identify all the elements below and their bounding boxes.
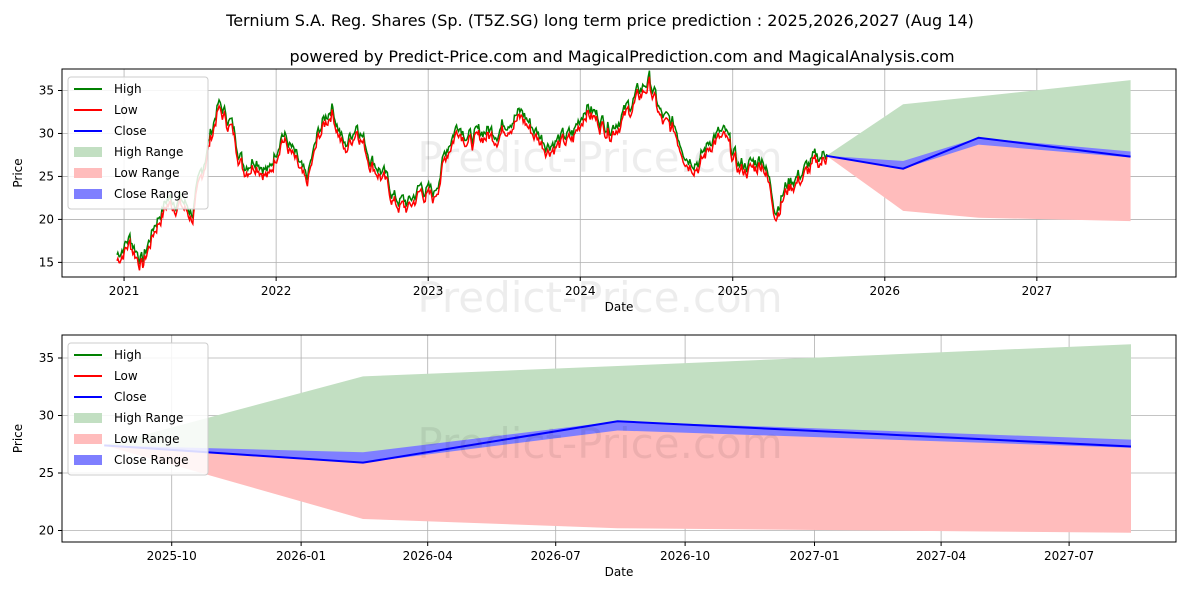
close-forecast-line <box>104 420 1132 464</box>
legend-swatch-high-range <box>74 413 102 423</box>
y-axis-label: Price <box>11 158 25 187</box>
legend-swatch-close-range <box>74 455 102 465</box>
y-tick-label: 20 <box>39 524 54 538</box>
legend-label: Close Range <box>114 453 189 467</box>
y-axis-label: Price <box>11 424 25 453</box>
legend-label: High <box>114 82 142 96</box>
y-tick-label: 15 <box>39 255 54 269</box>
legend-label: Low <box>114 369 138 383</box>
legend-label: Close <box>114 390 147 404</box>
low-history-line <box>116 76 828 271</box>
y-tick-label: 30 <box>39 409 54 423</box>
legend-label: Low <box>114 103 138 117</box>
x-tick-label: 2025 <box>717 284 748 298</box>
legend-label: High Range <box>114 145 183 159</box>
x-tick-label: 2022 <box>261 284 292 298</box>
legend-label: Close <box>114 124 147 138</box>
close-forecast-line <box>826 136 1131 170</box>
chart-subtitle: powered by Predict-Price.com and Magical… <box>289 47 954 66</box>
low-range-area <box>104 421 1131 533</box>
x-tick-label: 2025-10 <box>147 549 197 563</box>
legend-swatch-high-range <box>74 147 102 157</box>
x-tick-label: 2026-10 <box>660 549 710 563</box>
legend-box <box>67 76 209 210</box>
x-tick-label: 2026-01 <box>276 549 326 563</box>
x-tick-label: 2023 <box>413 284 444 298</box>
x-tick-label: 2021 <box>109 284 140 298</box>
y-tick-label: 35 <box>39 83 54 97</box>
legend-label: High <box>114 348 142 362</box>
y-tick-label: 35 <box>39 351 54 365</box>
watermark-text: Predict-Price.com <box>417 419 782 468</box>
plot-frame <box>61 68 1177 278</box>
x-axis-label: Date <box>605 565 634 579</box>
y-tick-label: 25 <box>39 169 54 183</box>
close-range-area <box>826 137 1131 169</box>
y-tick-label: 25 <box>39 466 54 480</box>
low-range-area <box>826 137 1131 222</box>
watermark-text: Predict-Price.com <box>417 273 782 322</box>
close-range-area <box>104 421 1131 463</box>
x-tick-label: 2027-07 <box>1044 549 1094 563</box>
plot-frame <box>61 334 1177 543</box>
y-tick-label: 20 <box>39 212 54 226</box>
chart-title: Ternium S.A. Reg. Shares (Sp. (T5Z.SG) l… <box>225 11 974 30</box>
watermark-text: Predict-Price.com <box>417 133 782 182</box>
legend-label: Low Range <box>114 166 179 180</box>
legend-box <box>67 342 209 476</box>
legend-swatch-low-range <box>74 168 102 178</box>
x-tick-label: 2026 <box>870 284 901 298</box>
x-tick-label: 2026-07 <box>531 549 581 563</box>
legend-label: High Range <box>114 411 183 425</box>
x-tick-label: 2027-04 <box>916 549 966 563</box>
x-axis-label: Date <box>605 300 634 314</box>
legend-swatch-close-range <box>74 189 102 199</box>
x-tick-label: 2027-01 <box>789 549 839 563</box>
x-tick-label: 2027 <box>1022 284 1053 298</box>
x-tick-label: 2026-04 <box>403 549 453 563</box>
legend-label: Close Range <box>114 187 189 201</box>
y-tick-label: 30 <box>39 126 54 140</box>
legend-label: Low Range <box>114 432 179 446</box>
legend-swatch-low-range <box>74 434 102 444</box>
x-tick-label: 2024 <box>565 284 596 298</box>
